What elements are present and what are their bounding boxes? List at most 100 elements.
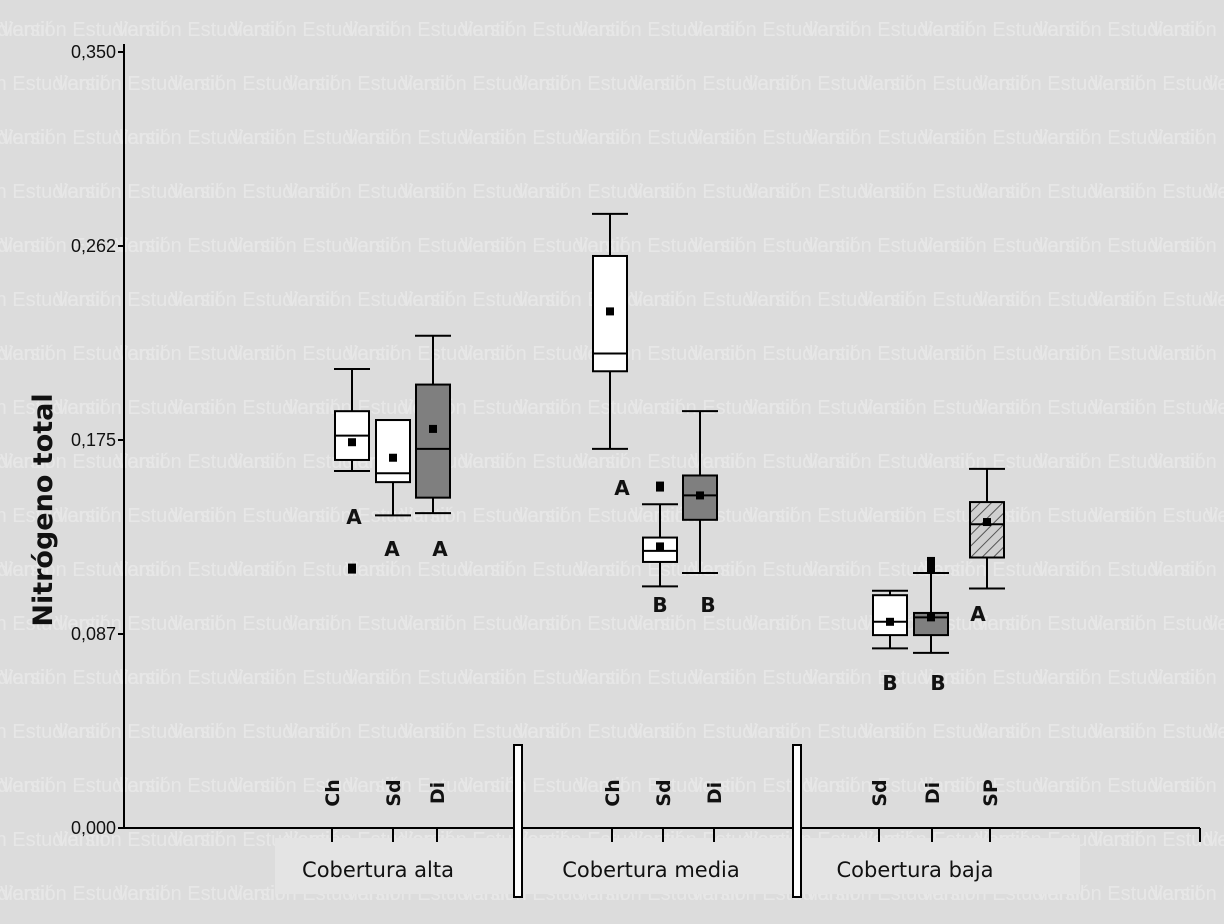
mean-marker	[983, 518, 991, 527]
group-label-backgrounds	[275, 838, 1080, 894]
watermark-text: Versión Estudiantil	[745, 181, 910, 203]
watermark-text: Versión Estudiantil	[0, 883, 50, 905]
watermark-text: Versión Estudiantil	[690, 667, 855, 689]
watermark-text: Versión Estudiantil	[690, 235, 855, 257]
watermark-text: Versión Estudiantil	[575, 559, 740, 581]
watermark-text: Versión Estudiantil	[805, 451, 970, 473]
watermark-text: Versión Estudiantil	[515, 397, 680, 419]
watermark-text: Versión Estudiantil	[55, 73, 220, 95]
watermark-text: Versión Estudiantil	[575, 235, 740, 257]
watermark-text: Versión Estudiantil	[1090, 181, 1224, 203]
watermark-text: Versión Estudiantil	[1090, 721, 1224, 743]
watermark-text: Versión Estudiantil	[690, 451, 855, 473]
y-tick-label: 0,087	[71, 624, 116, 644]
watermark-text: Versión Estudiantil	[400, 505, 565, 527]
box-iqr	[415, 383, 451, 499]
watermark-text: Versión Estudiantil	[575, 127, 740, 149]
watermark-text: Versión Estudiantil	[285, 397, 450, 419]
watermark-text: Versión Estudiantil	[1150, 127, 1224, 149]
box-sd: A	[375, 419, 411, 561]
significance-letter: B	[652, 593, 667, 617]
watermark-text: Versión Estudiantil	[1035, 451, 1200, 473]
watermark-text: Versión Estudiantil	[1035, 559, 1200, 581]
box-di: B	[682, 410, 718, 617]
boxes: AA AAB BB BA	[334, 212, 1005, 695]
x-axis-categories: Ch Sd Di Cobertura alta Ch Sd Di Cobertura medi…	[302, 744, 1002, 898]
watermark-text: Versión Estudiantil	[1035, 19, 1200, 41]
watermark-text: Versión Estudiantil	[230, 235, 395, 257]
box-iqr	[969, 501, 1005, 559]
watermark-text: Versión Estudiantil	[805, 343, 970, 365]
watermark-text: Versión Estudiantil	[400, 289, 565, 311]
watermark-text: Versión Estudiantil	[460, 127, 625, 149]
x-category-label: Di	[427, 782, 449, 804]
watermark-text: Versión Estudiantil	[1205, 613, 1224, 635]
watermark-text: Versión Estudiantil	[0, 181, 105, 203]
watermark-text: Versión Estudiantil	[860, 289, 1025, 311]
watermark-text: Versión Estudiantil	[285, 505, 450, 527]
watermark-text: Versión Estudiantil	[920, 235, 1085, 257]
watermark-text: Versión Estudiantil	[575, 19, 740, 41]
watermark-text: Versión Estudiantil	[0, 73, 105, 95]
axis-break-marker	[513, 744, 523, 898]
mean-marker	[886, 617, 894, 626]
watermark-text: Versión Estudiantil	[0, 235, 50, 257]
watermark-text: Versión Estudiantil	[170, 397, 335, 419]
watermark-text: Versión Estudiantil	[975, 505, 1140, 527]
mean-marker	[606, 307, 614, 316]
watermark-text: Versión Estudiantil	[975, 721, 1140, 743]
watermark-text: Versión Estudiantil	[230, 127, 395, 149]
watermark-text: Versión Estudiantil	[920, 559, 1085, 581]
watermark-text: Versión Estudiantil	[745, 289, 910, 311]
watermark-text: Versión Estudiantil	[975, 181, 1140, 203]
significance-letter: B	[700, 593, 715, 617]
watermark-text: Versión Estudiantil	[0, 19, 165, 41]
watermark-text: Versión Estudiantil	[345, 235, 510, 257]
watermark-text: Versión Estudiantil	[0, 505, 105, 527]
watermark-text: Versión Estudiantil	[230, 775, 395, 797]
watermark-text: Versión Estudiantil	[1205, 289, 1224, 311]
y-tick-label: 0,350	[71, 42, 116, 62]
box-di: B	[913, 556, 949, 695]
watermark-text: Versión Estudiantil	[1150, 883, 1224, 905]
watermark-text: Versión Estudiantil	[400, 73, 565, 95]
box-iqr	[913, 611, 949, 637]
watermark-text: Versión Estudiantil	[230, 19, 395, 41]
box-iqr	[375, 419, 411, 484]
significance-letter: A	[346, 505, 362, 529]
watermark-text: Versión Estudiantil	[860, 73, 1025, 95]
watermark-text: Versión Estudiantil	[460, 19, 625, 41]
y-tick-label: 0,000	[71, 818, 116, 838]
watermark-text: Versión Estudiantil	[630, 289, 795, 311]
watermark-text: Versión Estudiantil	[860, 721, 1025, 743]
mean-marker	[656, 542, 664, 551]
watermark-text: Versión Estudiantil	[285, 613, 450, 635]
watermark-text: Versión Estudiantil	[1090, 505, 1224, 527]
watermark-text: Versión Estudiantil	[1205, 181, 1224, 203]
box-sd: B	[642, 481, 678, 617]
watermark-text: Versión Estudiantil	[805, 235, 970, 257]
watermark-text: Versión Estudiantil	[170, 181, 335, 203]
watermark-text: Versión Estudiantil	[515, 73, 680, 95]
watermark-text: Versión Estudiantil	[630, 721, 795, 743]
watermark-text: Versión Estudiantil	[745, 613, 910, 635]
watermark-text: Versión Estudiantil	[460, 667, 625, 689]
watermark-text: Versión Estudiantil	[1205, 73, 1224, 95]
watermark-text: Versión Estudiantil	[460, 775, 625, 797]
watermark-text: Versión Estudiantil	[920, 451, 1085, 473]
x-category-label: Di	[704, 782, 726, 804]
watermark-text: Versión Estudiantil	[0, 451, 50, 473]
watermark-text: Versión Estudiantil	[805, 127, 970, 149]
watermark-text: Versión Estudiantil	[345, 559, 510, 581]
watermark-text: Versión Estudiantil	[860, 181, 1025, 203]
box-ch: A	[334, 368, 370, 574]
watermark-text: Versión Estudiantil	[345, 343, 510, 365]
watermark-text: Versión Estudiantil	[920, 343, 1085, 365]
watermark-text: Versión Estudiantil	[0, 19, 50, 41]
watermark-text: Versión Estudiantil	[285, 73, 450, 95]
axis-break-marker	[792, 744, 802, 898]
watermark-text: Versión Estudiantil	[55, 721, 220, 743]
watermark-text: Versión Estudiantil	[1035, 775, 1200, 797]
watermark-text: Versión Estudiantil	[460, 451, 625, 473]
group-label: Cobertura baja	[836, 858, 993, 882]
